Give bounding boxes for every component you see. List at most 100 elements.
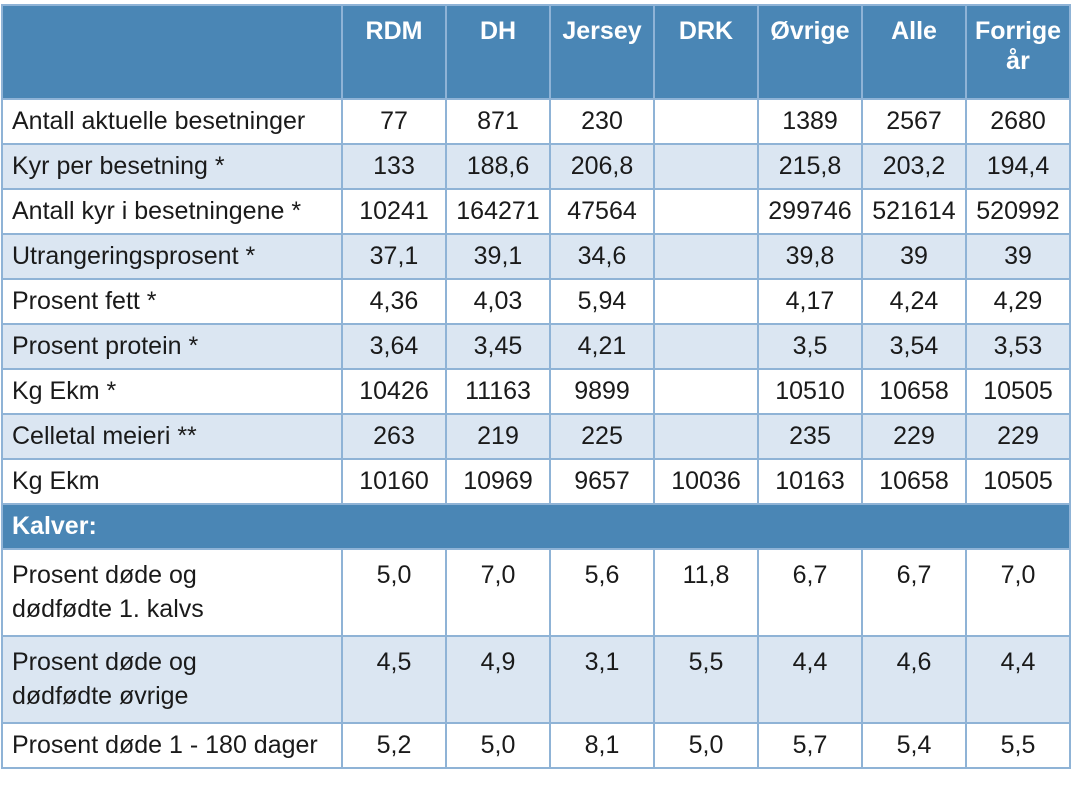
cell-value: 4,36 bbox=[341, 278, 447, 325]
cell-value: 4,5 bbox=[341, 635, 447, 724]
cell-value: 4,4 bbox=[965, 635, 1071, 724]
row-label: Antall kyr i besetningene * bbox=[1, 188, 343, 235]
cell-value: 263 bbox=[341, 413, 447, 460]
cell-value: 10241 bbox=[341, 188, 447, 235]
cell-value: 39,8 bbox=[757, 233, 863, 280]
row-label: Kg Ekm * bbox=[1, 368, 343, 415]
table-row: Utrangeringsprosent * 37,1 39,1 34,6 39,8 39 3… bbox=[1, 233, 1071, 280]
cell-value: 194,4 bbox=[965, 143, 1071, 190]
empty-cell bbox=[653, 323, 759, 370]
section-title: Kalver: bbox=[1, 503, 1071, 550]
cell-value: 10510 bbox=[757, 368, 863, 415]
cell-value: 5,4 bbox=[861, 722, 967, 769]
table-row: Prosent døde og dødfødte øvrige 4,5 4,9 3,1… bbox=[1, 635, 1071, 724]
cell-value: 11,8 bbox=[653, 548, 759, 637]
header-corner bbox=[1, 4, 343, 100]
data-table: RDM DH Jersey DRK Øvrige Alle Forrige år Antal… bbox=[1, 4, 1071, 769]
cell-value: 6,7 bbox=[861, 548, 967, 637]
cell-value: 3,5 bbox=[757, 323, 863, 370]
cell-value: 7,0 bbox=[965, 548, 1071, 637]
cell-value: 4,6 bbox=[861, 635, 967, 724]
cell-value: 5,0 bbox=[445, 722, 551, 769]
cell-value: 37,1 bbox=[341, 233, 447, 280]
row-label: Prosent døde og dødfødte 1. kalvs bbox=[1, 548, 343, 637]
cell-value: 164271 bbox=[445, 188, 551, 235]
column-header: Jersey bbox=[549, 4, 655, 100]
cell-value: 10969 bbox=[445, 458, 551, 505]
empty-cell bbox=[653, 233, 759, 280]
cell-value: 520992 bbox=[965, 188, 1071, 235]
cell-value: 10163 bbox=[757, 458, 863, 505]
column-header: RDM bbox=[341, 4, 447, 100]
cell-value: 225 bbox=[549, 413, 655, 460]
row-label: Prosent døde 1 - 180 dager bbox=[1, 722, 343, 769]
cell-value: 4,03 bbox=[445, 278, 551, 325]
section-row: Kalver: bbox=[1, 503, 1071, 550]
column-header: Forrige år bbox=[965, 4, 1071, 100]
cell-value: 39 bbox=[965, 233, 1071, 280]
cell-value: 5,5 bbox=[965, 722, 1071, 769]
table-row: Celletal meieri ** 263 219 225 235 229 229 bbox=[1, 413, 1071, 460]
row-label: Prosent protein * bbox=[1, 323, 343, 370]
cell-value: 5,6 bbox=[549, 548, 655, 637]
cell-value: 219 bbox=[445, 413, 551, 460]
cell-value: 9899 bbox=[549, 368, 655, 415]
cell-value: 10658 bbox=[861, 458, 967, 505]
table-row: Kg Ekm 10160 10969 9657 10036 10163 10658 10505 bbox=[1, 458, 1071, 505]
cell-value: 203,2 bbox=[861, 143, 967, 190]
row-label: Kyr per besetning * bbox=[1, 143, 343, 190]
cell-value: 230 bbox=[549, 98, 655, 145]
table-row: Prosent døde og dødfødte 1. kalvs 5,0 7,0 5… bbox=[1, 548, 1071, 637]
cell-value: 3,1 bbox=[549, 635, 655, 724]
cell-value: 3,53 bbox=[965, 323, 1071, 370]
cell-value: 7,0 bbox=[445, 548, 551, 637]
cell-value: 34,6 bbox=[549, 233, 655, 280]
cell-value: 3,64 bbox=[341, 323, 447, 370]
cell-value: 10160 bbox=[341, 458, 447, 505]
cell-value: 2680 bbox=[965, 98, 1071, 145]
cell-value: 77 bbox=[341, 98, 447, 145]
cell-value: 871 bbox=[445, 98, 551, 145]
cell-value: 229 bbox=[965, 413, 1071, 460]
cell-value: 6,7 bbox=[757, 548, 863, 637]
cell-value: 10505 bbox=[965, 368, 1071, 415]
cell-value: 1389 bbox=[757, 98, 863, 145]
table-row: Antall aktuelle besetninger 77 871 230 1389 2… bbox=[1, 98, 1071, 145]
cell-value: 5,5 bbox=[653, 635, 759, 724]
cell-value: 206,8 bbox=[549, 143, 655, 190]
cell-value: 133 bbox=[341, 143, 447, 190]
row-label: Celletal meieri ** bbox=[1, 413, 343, 460]
empty-cell bbox=[653, 98, 759, 145]
table-row: Prosent døde 1 - 180 dager 5,2 5,0 8,1 5,0 5,… bbox=[1, 722, 1071, 769]
cell-value: 2567 bbox=[861, 98, 967, 145]
column-header: DH bbox=[445, 4, 551, 100]
cell-value: 188,6 bbox=[445, 143, 551, 190]
cell-value: 5,2 bbox=[341, 722, 447, 769]
cell-value: 4,21 bbox=[549, 323, 655, 370]
cell-value: 9657 bbox=[549, 458, 655, 505]
cell-value: 10036 bbox=[653, 458, 759, 505]
cell-value: 215,8 bbox=[757, 143, 863, 190]
cell-value: 5,94 bbox=[549, 278, 655, 325]
row-label: Utrangeringsprosent * bbox=[1, 233, 343, 280]
row-label: Prosent fett * bbox=[1, 278, 343, 325]
cell-value: 10505 bbox=[965, 458, 1071, 505]
cell-value: 229 bbox=[861, 413, 967, 460]
header-row: RDM DH Jersey DRK Øvrige Alle Forrige år bbox=[1, 4, 1071, 100]
cell-value: 299746 bbox=[757, 188, 863, 235]
cell-value: 39,1 bbox=[445, 233, 551, 280]
cell-value: 4,29 bbox=[965, 278, 1071, 325]
cell-value: 5,7 bbox=[757, 722, 863, 769]
row-label: Antall aktuelle besetninger bbox=[1, 98, 343, 145]
row-label: Kg Ekm bbox=[1, 458, 343, 505]
cell-value: 4,4 bbox=[757, 635, 863, 724]
cell-value: 4,24 bbox=[861, 278, 967, 325]
empty-cell bbox=[653, 368, 759, 415]
empty-cell bbox=[653, 188, 759, 235]
cell-value: 521614 bbox=[861, 188, 967, 235]
cell-value: 3,45 bbox=[445, 323, 551, 370]
column-header: Øvrige bbox=[757, 4, 863, 100]
cell-value: 10658 bbox=[861, 368, 967, 415]
cell-value: 39 bbox=[861, 233, 967, 280]
